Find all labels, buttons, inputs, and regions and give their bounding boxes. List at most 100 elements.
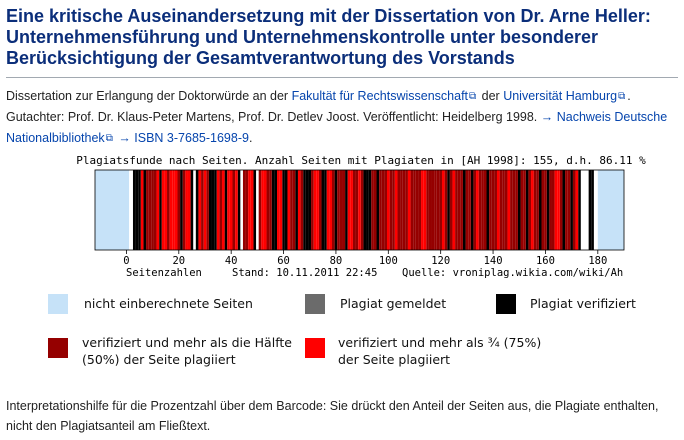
page-bar-over50-147	[510, 170, 513, 250]
faculty-link[interactable]: Fakultät für Rechtswissenschaft	[291, 89, 469, 103]
page-bar-over50-87	[352, 170, 356, 250]
plagiarism-barcode-chart: Plagiatsfunde nach Seiten. Anzahl Seiten…	[48, 154, 646, 367]
page-bar-verified-170	[570, 170, 573, 250]
page-bar-over50-130	[465, 170, 469, 250]
page-bar-verified-70	[308, 170, 312, 250]
page-bar-over75-40	[229, 170, 233, 250]
chart-legend: nicht einberechnete Seiten Plagiat gemel…	[48, 294, 636, 367]
excluded-range-0	[95, 170, 130, 250]
page-bar-over50-45	[242, 170, 246, 250]
page-bar-over75-42	[235, 170, 238, 250]
page-bar-verified-65	[295, 170, 298, 250]
page-bar-over75-114	[423, 170, 427, 250]
page-bar-over50-163	[551, 170, 555, 250]
page-bar-over75-86	[350, 170, 353, 250]
legend-label-over50: verifiziert und mehr als die Hälfte (50%…	[82, 335, 292, 367]
page-bar-verified-56	[271, 170, 275, 250]
page-bar-over50-63	[290, 170, 293, 250]
page-bar-verified-93	[368, 170, 372, 250]
legend-label-over75-wrap: verifiziert und mehr als ¾ (75%) der Sei…	[338, 335, 541, 367]
page-bar-verified-61	[284, 170, 288, 250]
page-bar-verified-27	[195, 170, 199, 250]
page-bar-verified-167	[562, 170, 566, 250]
page-bar-over50-79	[332, 170, 335, 250]
page-bar-over50-145	[504, 170, 508, 250]
page-bar-verified-68	[303, 170, 306, 250]
page-bar-over75-58	[277, 170, 280, 250]
page-bar-over50-95	[373, 170, 377, 250]
page-bar-over50-82	[339, 170, 343, 250]
page-bar-over75-172	[575, 170, 579, 250]
page-bar-over50-88	[355, 170, 359, 250]
page-bar-over50-112	[418, 170, 422, 250]
meta-text-3: .	[627, 89, 631, 103]
page-bar-over75-134	[476, 170, 479, 250]
page-bar-verified-123	[447, 170, 450, 250]
page-bar-over50-36	[219, 170, 223, 250]
page-bar-over50-139	[489, 170, 492, 250]
page-bar-verified-4	[135, 170, 139, 250]
page-bar-over50-154	[528, 170, 532, 250]
page-bar-over50-51	[258, 170, 262, 250]
page-bar-verified-76	[324, 170, 327, 250]
page-bar-over50-126	[455, 170, 458, 250]
page-bar-over75-72	[313, 170, 317, 250]
page-bar-verified-161	[546, 170, 550, 250]
page-bar-over75-164	[554, 170, 558, 250]
page-bar-verified-7	[143, 170, 147, 250]
excluded-range-1	[597, 170, 624, 250]
page-bar-over50-10	[151, 170, 154, 250]
page-bar-over75-47	[248, 170, 251, 250]
x-tick-label-7: 140	[484, 255, 503, 267]
page-bar-over50-135	[478, 170, 482, 250]
meta-text-2: der	[478, 89, 504, 103]
page-bar-over50-157	[536, 170, 539, 250]
page-bar-over75-113	[421, 170, 424, 250]
page-bar-over50-90	[360, 170, 364, 250]
page-bar-over50-117	[431, 170, 435, 250]
page-bar-over75-100	[386, 170, 390, 250]
page-bar-over50-102	[392, 170, 395, 250]
page-bar-over50-156	[533, 170, 537, 250]
page-bar-over50-98	[381, 170, 385, 250]
page-bar-over75-23	[185, 170, 188, 250]
meta-text-6: .	[248, 131, 253, 145]
page-title: Eine kritische Auseinandersetzung mit de…	[6, 6, 651, 68]
legend-label-verified: Plagiat verifiziert	[530, 296, 636, 311]
stand-timestamp: Stand: 10.11.2011 22:45	[232, 267, 377, 279]
page-bar-verified-91	[363, 170, 367, 250]
page-bar-verified-84	[345, 170, 348, 250]
page-bar-over50-141	[494, 170, 497, 250]
page-bar-over75-15	[164, 170, 168, 250]
page-bar-over50-71	[311, 170, 314, 250]
page-bar-over50-110	[413, 170, 416, 250]
page-bar-over50-166	[559, 170, 563, 250]
page-bar-over50-116	[428, 170, 432, 250]
page-bar-over50-97	[379, 170, 382, 250]
page-bar-over75-62	[287, 170, 291, 250]
x-axis-label: Seitenzahlen	[126, 267, 202, 279]
page-bar-over50-67	[300, 170, 304, 250]
page-bar-verified-3	[132, 170, 136, 250]
page-bar-over75-30	[203, 170, 207, 250]
page-bar-over75-73	[316, 170, 319, 250]
x-tick-label-2: 40	[225, 255, 238, 267]
page-bar-over50-127	[457, 170, 461, 250]
page-bar-over50-144	[502, 170, 505, 250]
page-bar-verified-138	[486, 170, 490, 250]
university-link[interactable]: Universität Hamburg	[503, 89, 618, 103]
page-bar-over50-143	[499, 170, 503, 250]
page-bar-verified-129	[462, 170, 466, 250]
dnb-link[interactable]: → Nachweis Deutsche Nationalbibliothek	[6, 110, 668, 145]
page-bar-over75-66	[297, 170, 301, 250]
page-bar-over75-19	[174, 170, 178, 250]
page-bar-over50-128	[460, 170, 463, 250]
legend-label-over50-wrap: verifiziert und mehr als die Hälfte (50%…	[82, 335, 292, 367]
page-bar-over75-108	[407, 170, 411, 250]
page-bar-verified-96	[376, 170, 380, 250]
page-bar-verified-158	[538, 170, 542, 250]
isbn-link[interactable]: → ISBN 3-7685-1698-9	[118, 131, 249, 145]
page-bar-over50-168	[565, 170, 568, 250]
page-bar-over50-55	[269, 170, 272, 250]
page-bar-over50-8	[146, 170, 149, 250]
